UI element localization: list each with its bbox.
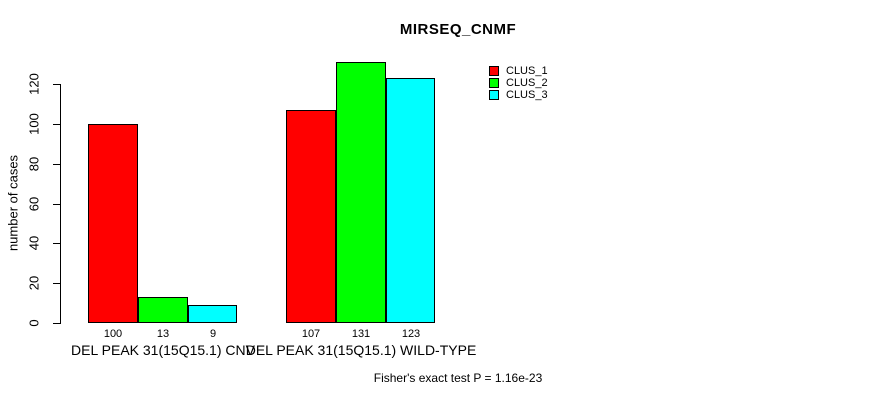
y-tick-label: 120 xyxy=(26,73,42,95)
bar-value-label: 13 xyxy=(156,328,170,340)
y-tick-label: 0 xyxy=(26,319,42,327)
legend-label: CLUS_2 xyxy=(506,77,548,89)
category-label: DEL PEAK 31(15Q15.1) CNV xyxy=(71,342,255,358)
y-tick-label: 100 xyxy=(26,113,42,135)
y-axis-label: number of cases xyxy=(5,154,21,252)
legend-item-clus_2: CLUS_2 xyxy=(489,77,548,89)
bar-value-label: 131 xyxy=(351,328,371,340)
y-tick-label: 20 xyxy=(26,275,42,291)
legend-item-clus_3: CLUS_3 xyxy=(489,89,548,101)
y-tick-mark xyxy=(53,323,60,324)
chart-title: MIRSEQ_CNMF xyxy=(399,21,517,38)
legend-swatch-clus_3 xyxy=(489,90,499,100)
legend-swatch-clus_1 xyxy=(489,66,499,76)
bar-clus_2-group2 xyxy=(336,62,386,323)
y-axis-line xyxy=(60,84,61,324)
bar-value-label: 9 xyxy=(209,328,217,340)
legend-label: CLUS_3 xyxy=(506,89,548,101)
legend-item-clus_1: CLUS_1 xyxy=(489,65,548,77)
y-tick-mark xyxy=(53,243,60,244)
legend-label: CLUS_1 xyxy=(506,65,548,77)
legend: CLUS_1 CLUS_2 CLUS_3 xyxy=(489,65,548,101)
y-tick-label: 80 xyxy=(26,156,42,172)
bar-value-label: 100 xyxy=(103,328,123,340)
y-tick-mark xyxy=(53,124,60,125)
bar-clus_2-group1 xyxy=(138,297,188,323)
annotation-text: Fisher's exact test P = 1.16e-23 xyxy=(373,371,543,385)
bar-clus_1-group1 xyxy=(88,124,138,323)
bar-value-label: 123 xyxy=(401,328,421,340)
y-tick-mark xyxy=(53,283,60,284)
bar-clus_1-group2 xyxy=(286,110,336,323)
y-tick-mark xyxy=(53,204,60,205)
bar-clus_3-group1 xyxy=(188,305,237,323)
y-tick-mark xyxy=(53,164,60,165)
legend-swatch-clus_2 xyxy=(489,78,499,88)
category-label: DEL PEAK 31(15Q15.1) WILD-TYPE xyxy=(245,342,477,358)
y-tick-label: 60 xyxy=(26,196,42,212)
y-tick-mark xyxy=(53,84,60,85)
bar-clus_3-group2 xyxy=(386,78,435,323)
y-tick-label: 40 xyxy=(26,235,42,251)
bar-value-label: 107 xyxy=(301,328,321,340)
